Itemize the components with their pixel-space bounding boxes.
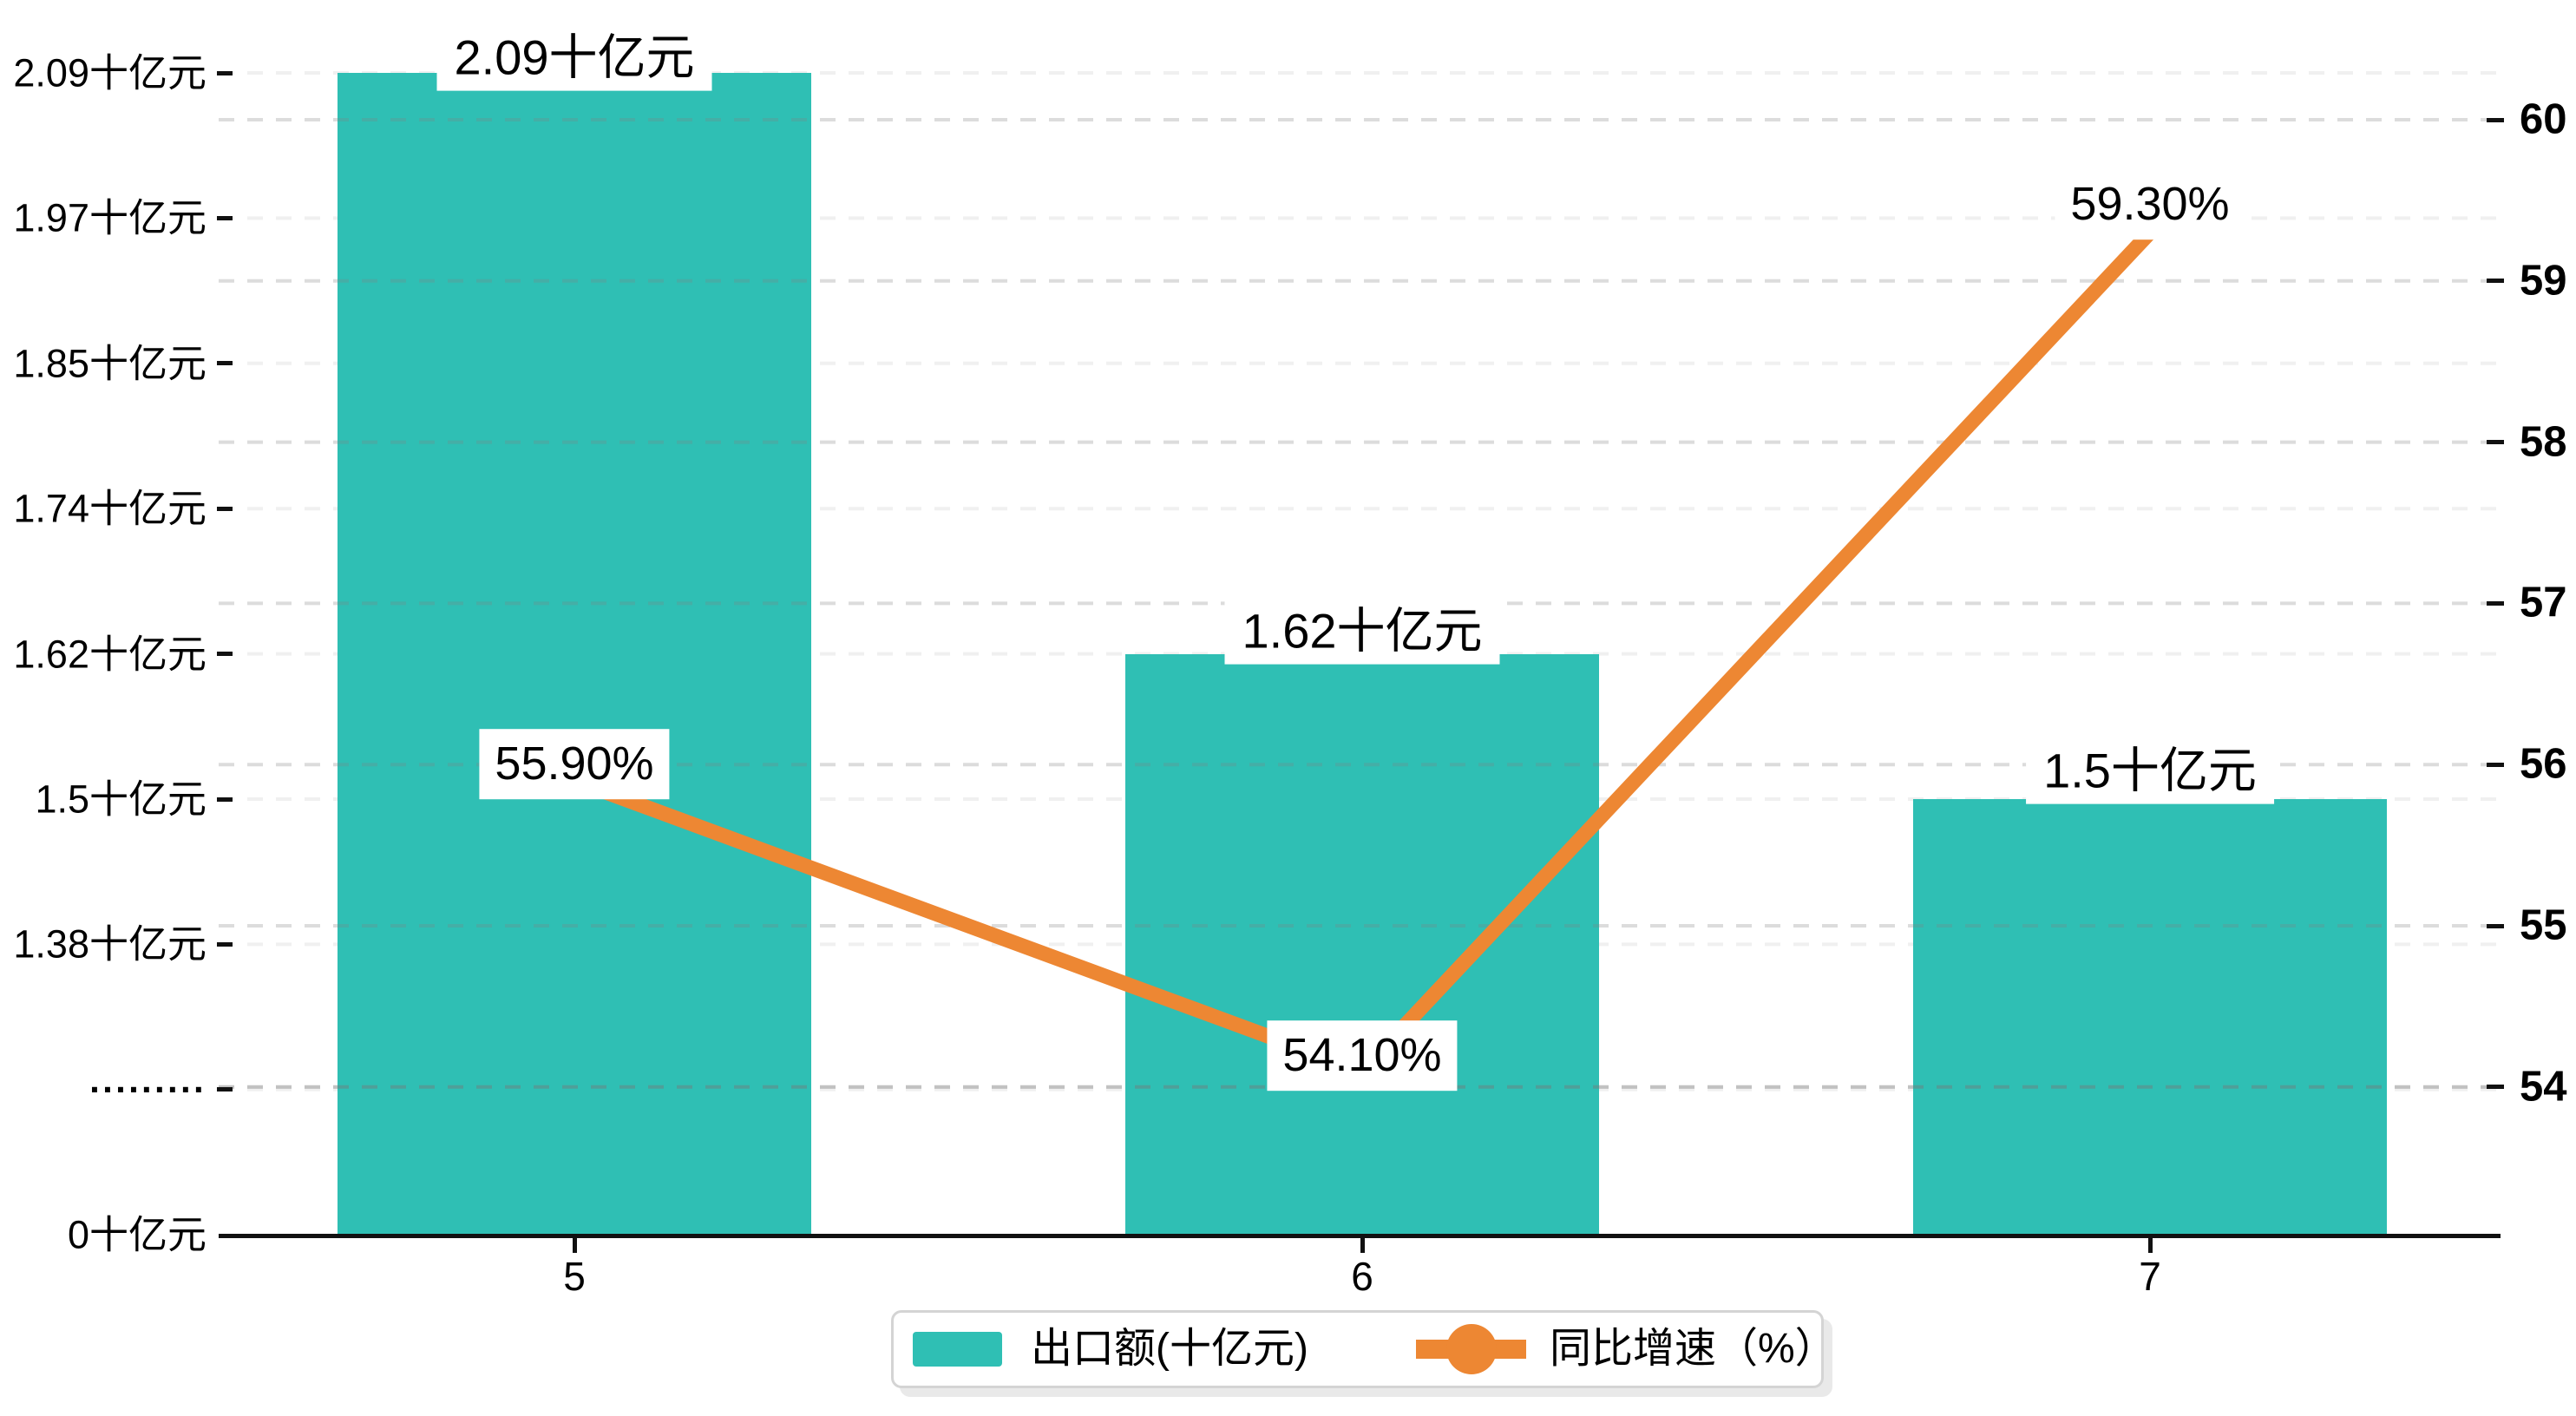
bar-value-label: 1.62十亿元 [1224,598,1500,665]
left-axis-tick-mark [217,361,233,366]
right-axis-tick-label: 60 [2520,95,2567,143]
right-axis-tick-mark [2487,440,2504,445]
left-axis-tick-mark [217,1087,233,1092]
x-axis-tick-mark [572,1238,577,1253]
right-axis-tick-label: 55 [2520,901,2567,949]
x-axis-tick-label: 5 [563,1254,586,1299]
right-axis-tick-label: 57 [2520,579,2567,626]
legend-label-growth: 同比增速（%） [1550,1326,1837,1372]
legend: 出口额(十亿元) 同比增速（%） [891,1310,1837,1388]
left-axis-tick-label: 1.74十亿元 [13,486,206,531]
left-axis-tick-mark [217,652,233,657]
left-axis-tick-label: 1.38十亿元 [13,921,206,967]
bar-month-5 [338,73,811,1234]
left-axis-tick-label: 1.62十亿元 [13,632,206,677]
left-axis-break-label: ········· [89,1068,206,1110]
right-axis-tick-mark [2487,117,2504,122]
right-axis-tick-label: 58 [2520,418,2567,466]
left-axis-tick-mark [217,796,233,802]
legend-item-export[interactable]: 出口额(十亿元) [913,1313,1308,1386]
right-axis-tick-label: 59 [2520,257,2567,305]
bar-value-label: 2.09十亿元 [436,24,712,91]
x-axis-tick-label: 6 [1351,1254,1373,1299]
left-axis-tick-mark [217,506,233,511]
right-axis-tick-mark [2487,762,2504,767]
right-axis-tick-mark [2487,279,2504,284]
x-axis-tick-label: 7 [2139,1254,2161,1299]
left-axis-tick-label: 2.09十亿元 [13,50,206,95]
right-axis-tick-mark [2487,923,2504,928]
right-axis-tick-label: 54 [2520,1063,2567,1111]
left-axis-tick-mark [217,70,233,75]
legend-label-export: 出口额(十亿元) [1031,1326,1308,1372]
line-point-label: 54.10% [1267,1020,1458,1092]
bar-value-label: 1.5十亿元 [2026,738,2274,804]
legend-item-growth[interactable]: 同比增速（%） [1416,1313,1837,1386]
line-point-label: 55.90% [479,728,670,799]
right-axis-tick-mark [2487,600,2504,606]
left-axis-tick-mark [217,941,233,947]
left-axis-tick-label: 1.85十亿元 [13,341,206,386]
x-axis-line [219,1234,2501,1238]
line-point-label: 59.30% [2055,169,2245,240]
right-axis-tick-label: 56 [2520,740,2567,788]
bar-series-swatch [913,1332,1002,1367]
right-axis-tick-mark [2487,1085,2504,1090]
left-axis-tick-label: 1.5十亿元 [35,777,206,822]
x-axis-tick-mark [2147,1238,2153,1253]
left-axis-tick-label: 0十亿元 [67,1212,206,1257]
left-axis-tick-label: 1.97十亿元 [13,195,206,240]
x-axis-tick-mark [1360,1238,1365,1253]
left-axis-tick-mark [217,215,233,220]
line-series-marker-icon [1416,1323,1526,1375]
bar-month-6 [1125,653,1599,1234]
bar-month-7 [1913,799,2387,1234]
